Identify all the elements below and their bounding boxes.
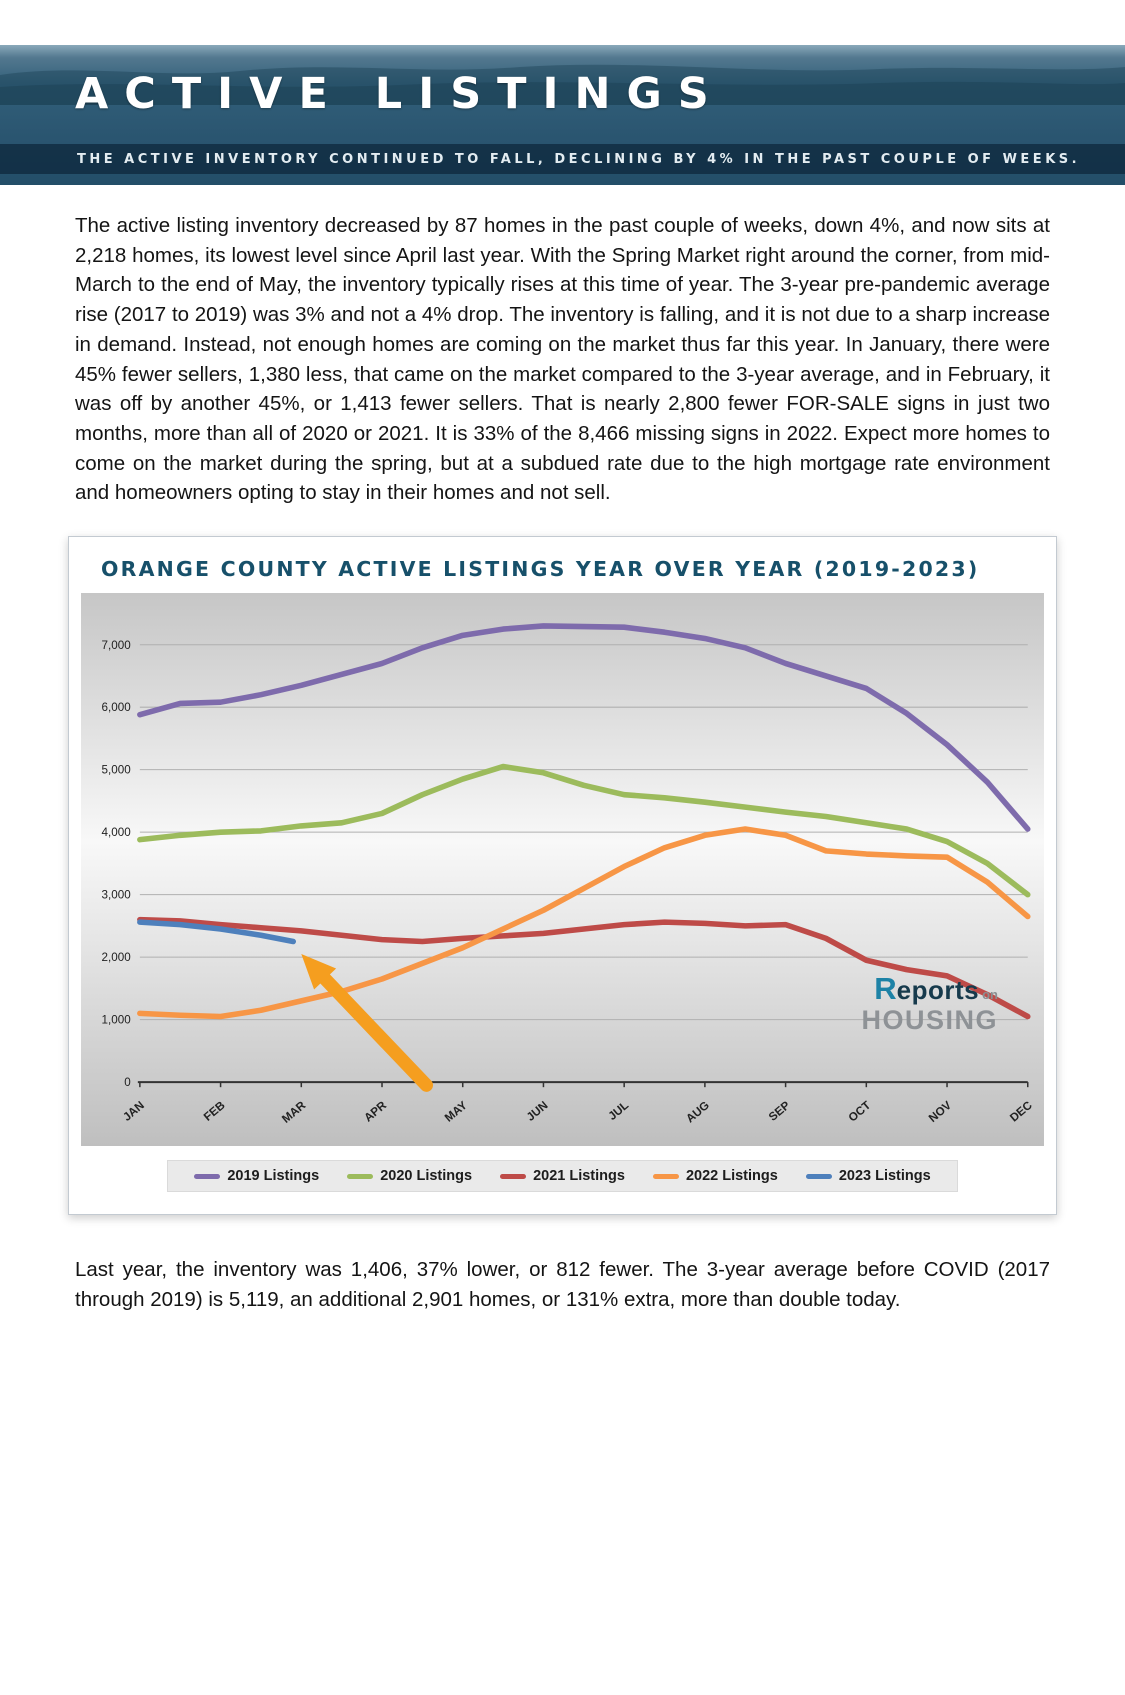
legend-item: 2022 Listings — [652, 1168, 778, 1185]
legend-item: 2019 Listings — [194, 1168, 319, 1184]
y-tick-label: 2,000 — [102, 951, 132, 964]
page-title: ACTIVE LISTINGS — [75, 69, 725, 119]
legend-swatch — [347, 1173, 374, 1179]
legend-label: 2019 Listings — [227, 1168, 320, 1185]
legend-label: 2022 Listings — [685, 1168, 778, 1185]
highlight-arrow-head — [301, 954, 337, 990]
legend-label: 2020 Listings — [380, 1168, 473, 1185]
legend-swatch — [194, 1173, 221, 1179]
chart-legend: 2019 Listings 2020 Listings 2021 Listings 2… — [167, 1160, 958, 1193]
logo-housing-text: HOUSING — [861, 1005, 998, 1036]
series-2021-listings — [137, 917, 1031, 1020]
y-tick-label: 5,000 — [102, 764, 132, 777]
legend-label: 2023 Listings — [838, 1168, 931, 1185]
chart-gridlines: 0 1,000 2,000 3,000 4,000 5,000 6,000 7,000 — [102, 639, 1028, 1089]
intro-paragraph: The active listing inventory decreased b… — [75, 214, 1050, 505]
logo-r-mark: R — [874, 971, 897, 1007]
legend-swatch — [805, 1173, 832, 1179]
banner-skyline-decoration — [0, 64, 1125, 105]
legend-swatch — [500, 1173, 527, 1179]
closing-paragraph: Last year, the inventory was 1,406, 37% … — [75, 1258, 1050, 1311]
chart-plot: 0 1,000 2,000 3,000 4,000 5,000 6,000 7,000 JAN F… — [81, 593, 1044, 1147]
y-tick-label: 1,000 — [102, 1014, 132, 1027]
header-banner: ACTIVE LISTINGS THE ACTIVE INVENTORY CON… — [0, 45, 1125, 185]
chart-title: ORANGE COUNTY ACTIVE LISTINGS YEAR OVER … — [101, 557, 980, 582]
y-tick-label: 3,000 — [102, 889, 132, 902]
legend-item: 2023 Listings — [805, 1168, 931, 1185]
legend-label: 2021 Listings — [533, 1168, 625, 1185]
reports-on-housing-logo: Reports on HOUSING — [861, 973, 998, 1034]
chart-background — [81, 593, 1044, 1147]
logo-top-line: Reports on — [861, 973, 998, 1004]
series-2022-listings — [137, 826, 1031, 1020]
legend-item: 2020 Listings — [347, 1168, 472, 1184]
header-subtitle: THE ACTIVE INVENTORY CONTINUED TO FALL, … — [77, 151, 1081, 167]
y-tick-label: 4,000 — [102, 826, 132, 839]
y-tick-label: 0 — [124, 1076, 131, 1089]
legend-swatch — [652, 1173, 679, 1179]
y-tick-label: 6,000 — [102, 701, 132, 714]
chart-card: ORANGE COUNTY ACTIVE LISTINGS YEAR OVER … — [68, 536, 1057, 1216]
series-2020-listings — [137, 763, 1031, 898]
logo-reports-text: eports — [896, 975, 980, 1006]
logo-on-text: on — [982, 987, 998, 1003]
series-2023-listings — [137, 919, 297, 945]
series-2019-listings — [137, 623, 1031, 833]
legend-item: 2021 Listings — [500, 1168, 625, 1184]
header-subtitle-band: THE ACTIVE INVENTORY CONTINUED TO FALL, … — [0, 144, 1125, 174]
highlight-arrow-shaft — [311, 965, 434, 1093]
y-tick-label: 7,000 — [102, 639, 132, 652]
